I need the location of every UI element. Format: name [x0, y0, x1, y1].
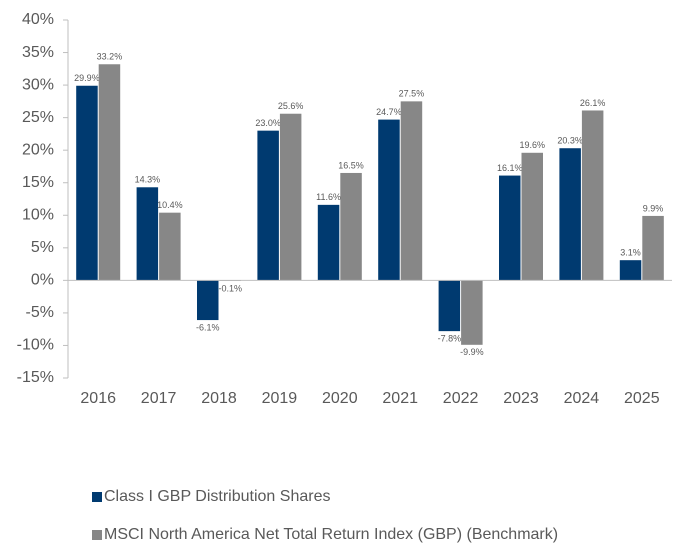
value-label: 27.5% [399, 89, 425, 99]
value-label: -9.9% [460, 347, 484, 357]
bar [619, 260, 642, 281]
value-label: 14.3% [135, 175, 161, 185]
value-label: 24.7% [376, 107, 402, 117]
value-label: 26.1% [580, 98, 606, 108]
bar [521, 152, 543, 281]
value-label: 20.3% [557, 136, 583, 146]
legend-swatch [92, 530, 102, 540]
x-tick-label: 2021 [382, 390, 418, 407]
y-tick-label: 30% [22, 76, 54, 93]
value-label: -6.1% [196, 322, 220, 332]
bar [317, 204, 340, 281]
bar [400, 101, 423, 281]
bar [559, 148, 581, 281]
value-label: 23.0% [255, 118, 281, 128]
bar [642, 215, 664, 281]
x-tick-label: 2020 [322, 390, 358, 407]
bar [197, 280, 219, 321]
bar [378, 119, 400, 281]
value-label: 10.4% [157, 200, 183, 210]
bar [76, 85, 98, 281]
bar [159, 212, 181, 281]
value-label: 3.1% [620, 248, 641, 258]
x-tick-label: 2024 [564, 390, 600, 407]
x-tick-label: 2023 [503, 390, 539, 407]
y-tick-label: 5% [31, 239, 54, 256]
x-tick-label: 2022 [443, 390, 479, 407]
y-tick-label: 20% [22, 141, 54, 158]
y-tick-label: -15% [17, 369, 54, 386]
bar [438, 280, 461, 332]
y-tick-label: 15% [22, 174, 54, 191]
bar [340, 172, 362, 281]
bar [499, 175, 521, 281]
x-tick-label: 2017 [141, 390, 177, 407]
value-label: 19.6% [519, 140, 545, 150]
x-tick-label: 2018 [201, 390, 237, 407]
legend-label: Class I GBP Distribution Shares [104, 488, 330, 505]
value-label: 16.5% [338, 160, 364, 170]
legend-swatch [92, 492, 102, 502]
y-tick-label: 35% [22, 44, 54, 61]
value-label: 11.6% [316, 192, 341, 202]
x-tick-label: 2025 [624, 390, 660, 407]
legend-label: MSCI North America Net Total Return Inde… [104, 526, 558, 543]
value-label: 25.6% [278, 101, 304, 111]
bar [136, 187, 159, 281]
y-tick-label: 40% [22, 11, 54, 28]
y-tick-label: 25% [22, 109, 54, 126]
value-label: -7.8% [438, 334, 462, 344]
x-tick-label: 2016 [80, 390, 116, 407]
value-label: -0.1% [218, 283, 242, 293]
y-tick-label: 10% [22, 206, 54, 223]
value-label: 29.9% [74, 73, 100, 83]
y-tick-label: -5% [26, 304, 54, 321]
bar [98, 64, 121, 281]
value-label: 9.9% [643, 203, 664, 213]
value-label: 33.2% [97, 52, 123, 62]
bar [257, 130, 279, 281]
bar [581, 110, 604, 281]
x-tick-label: 2019 [262, 390, 298, 407]
y-tick-label: 0% [31, 272, 54, 289]
bar [279, 113, 302, 281]
y-tick-label: -10% [17, 337, 54, 354]
bar [461, 280, 483, 345]
value-label: 16.1% [497, 163, 523, 173]
